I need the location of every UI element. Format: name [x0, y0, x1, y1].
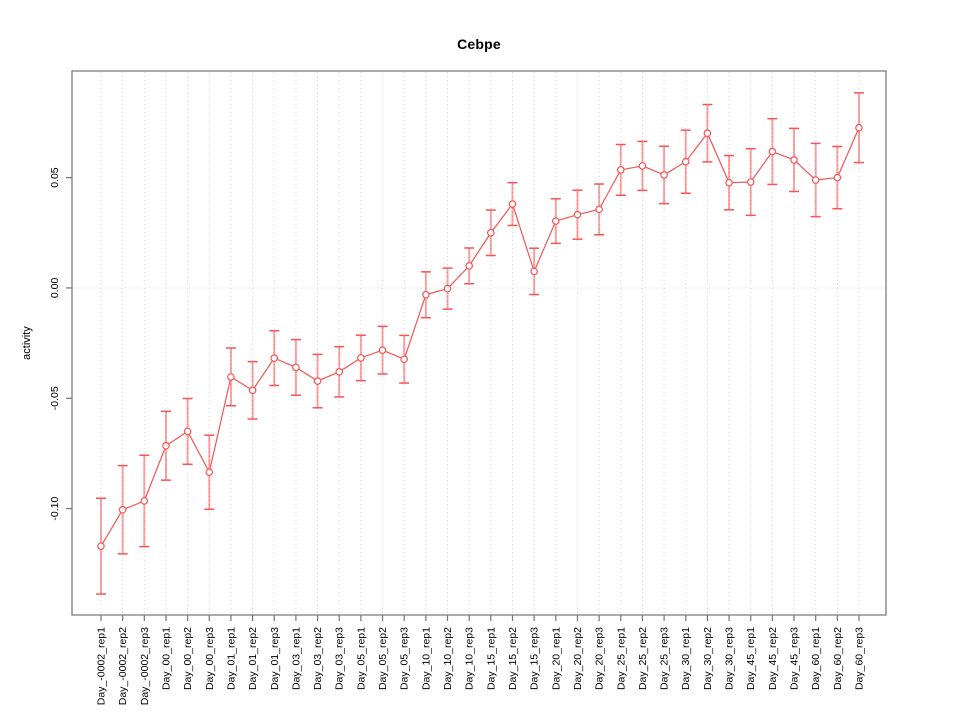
data-point [790, 156, 798, 164]
y-tick-label: -0.05 [49, 386, 61, 410]
x-tick-label: Day_10_rep3 [464, 627, 476, 690]
data-point [638, 162, 647, 170]
data-point [681, 157, 690, 166]
data-point [205, 468, 214, 477]
data-point [183, 427, 192, 436]
data-point [400, 355, 409, 364]
data-point [118, 505, 127, 514]
x-tick-label: Day_00_rep2 [182, 627, 194, 690]
x-tick-label: Day_01_rep2 [247, 627, 259, 690]
x-tick-label: Day_45_rep1 [745, 627, 757, 690]
x-tick-label: Day_15_rep3 [529, 627, 541, 690]
x-tick-label: Day_45_rep3 [789, 627, 801, 690]
data-point [768, 147, 777, 156]
x-tick-label: Day_15_rep1 [485, 627, 497, 690]
data-point [248, 386, 257, 395]
data-point [573, 210, 582, 219]
x-tick-label: Day_20_rep2 [572, 627, 584, 690]
chart-title: Cebpe [457, 36, 501, 52]
data-point [270, 354, 279, 362]
y-tick-label: 0.00 [49, 278, 61, 299]
x-tick-label: Day_00_rep1 [160, 627, 172, 690]
x-tick-label: Day_60_rep3 [854, 627, 866, 690]
data-point [443, 284, 452, 293]
data-points [97, 123, 863, 550]
x-tick-label: Day_03_rep3 [334, 627, 346, 690]
error-bars [96, 92, 864, 595]
x-tick-label: Day_30_rep3 [724, 627, 736, 690]
x-tick-label: Day_03_rep2 [312, 627, 324, 690]
data-point [335, 367, 344, 376]
x-tick-label: Day_05_rep1 [355, 627, 367, 690]
data-point [313, 377, 322, 385]
data-point [811, 176, 820, 184]
data-point [725, 178, 733, 187]
x-tick-label: Day_-0002_rep2 [117, 627, 129, 705]
x-tick-label: Day_15_rep2 [507, 627, 519, 690]
data-point [378, 346, 387, 354]
y-tick-label: -0.10 [49, 497, 61, 521]
data-point [595, 205, 603, 214]
x-tick-label: Day_03_rep1 [290, 627, 302, 690]
data-point [292, 363, 300, 372]
data-point [551, 217, 560, 225]
x-tick-label: Day_05_rep2 [377, 627, 389, 690]
x-tick-label: Day_-0002_rep1 [96, 627, 108, 705]
x-tick-label: Day_30_rep2 [702, 627, 714, 690]
x-tick-label: Day_01_rep1 [225, 627, 237, 690]
data-point [833, 173, 842, 182]
data-point [140, 497, 149, 505]
x-tick-label: Day_20_rep3 [594, 627, 606, 690]
series-line [100, 127, 860, 547]
data-point [227, 373, 235, 381]
data-point [703, 129, 712, 138]
x-tick-label: Day_10_rep1 [420, 627, 432, 690]
x-tick-label: Day_45_rep2 [767, 627, 779, 690]
y-tick-label: 0.05 [49, 167, 61, 188]
x-tick-label: Day_10_rep2 [442, 627, 454, 690]
x-tick-label: Day_00_rep3 [204, 627, 216, 690]
x-tick-label: Day_-0002_rep3 [139, 627, 151, 705]
data-point [357, 354, 365, 362]
data-point [746, 178, 755, 186]
data-point [508, 200, 517, 208]
x-tick-label: Day_30_rep1 [680, 627, 692, 690]
x-tick-label: Day_25_rep2 [637, 627, 649, 690]
data-point [660, 171, 668, 179]
data-point [616, 166, 625, 174]
data-point [530, 267, 538, 276]
data-point [422, 290, 430, 299]
gridlines [73, 72, 885, 614]
axes: 0.05 0.00 -0.05 -0.10 Day_-0002_rep1 Day_-000… [21, 167, 866, 705]
x-tick-label: Day_25_rep1 [615, 627, 627, 690]
x-tick-label: Day_01_rep3 [269, 627, 281, 690]
data-point [465, 262, 473, 270]
data-point [487, 228, 495, 237]
data-point [162, 441, 170, 450]
x-tick-label: Day_60_rep1 [810, 627, 822, 690]
y-axis-title: activity [21, 326, 33, 360]
x-tick-label: Day_25_rep3 [659, 627, 671, 690]
plot-box [71, 70, 887, 616]
x-tick-label: Day_20_rep1 [550, 627, 562, 690]
x-tick-label: Day_05_rep3 [399, 627, 411, 690]
data-point [97, 542, 105, 550]
x-tick-label: Day_60_rep2 [832, 627, 844, 690]
data-point [855, 123, 863, 132]
